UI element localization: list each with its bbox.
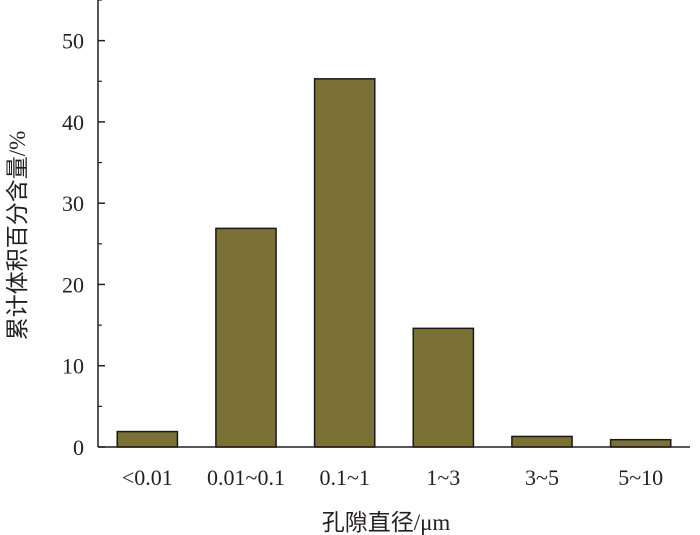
bars-group [116,78,672,448]
y-tick-label: 0 [73,435,84,460]
bar [215,227,277,448]
y-tick-label: 50 [62,29,84,54]
y-tick-label: 20 [62,272,84,297]
bar [609,438,672,448]
bar [412,327,475,448]
y-tick-label: 10 [62,354,84,379]
axes-group [97,0,690,448]
x-tick-label: 3~5 [525,465,559,490]
x-tick-label: 0.1~1 [319,465,369,490]
bar [313,78,376,448]
x-axis-title: 孔隙直径/μm [322,510,451,535]
x-tick-label: 1~3 [426,465,460,490]
x-tick-label: <0.01 [122,465,173,490]
y-ticks-group: 0 10 20 30 40 50 [62,0,105,460]
bar [116,430,179,448]
y-tick-label: 40 [62,110,84,135]
bar [511,435,573,448]
y-tick-label: 30 [62,191,84,216]
x-ticks-group: <0.01 0.01~0.1 0.1~1 1~3 3~5 5~10 [122,465,663,490]
x-tick-label: 5~10 [618,465,663,490]
y-axis-title: 累计体积百分含量/% [5,131,30,341]
x-tick-label: 0.01~0.1 [207,465,285,490]
